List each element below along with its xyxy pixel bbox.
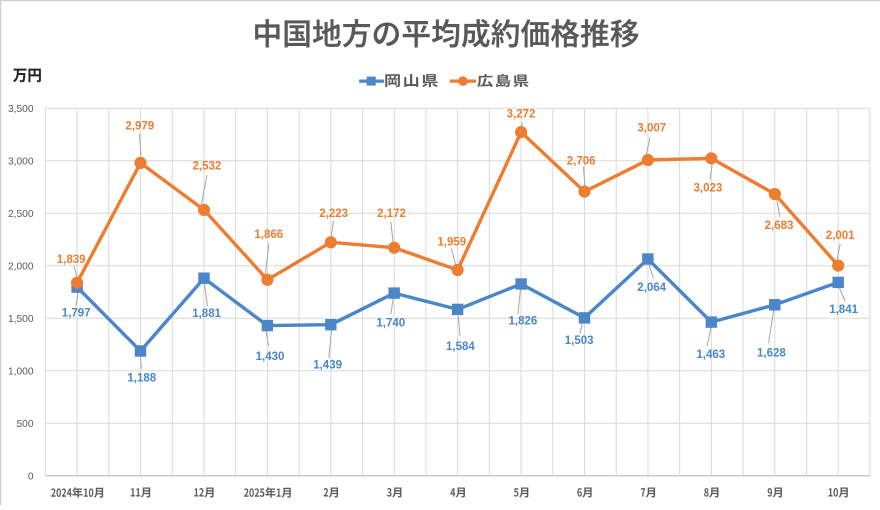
svg-text:1,628: 1,628 — [757, 348, 786, 360]
svg-text:1,797: 1,797 — [62, 307, 91, 319]
svg-text:1,430: 1,430 — [256, 351, 285, 363]
svg-text:0: 0 — [28, 471, 34, 482]
svg-text:2,000: 2,000 — [8, 261, 34, 272]
svg-text:2,172: 2,172 — [377, 208, 406, 220]
svg-text:1,866: 1,866 — [254, 229, 283, 241]
svg-text:3,000: 3,000 — [8, 156, 34, 167]
svg-text:1,188: 1,188 — [127, 373, 156, 385]
svg-text:2,706: 2,706 — [567, 155, 596, 167]
svg-text:1,500: 1,500 — [8, 314, 34, 325]
svg-text:1,463: 1,463 — [696, 349, 725, 361]
svg-text:2,001: 2,001 — [826, 230, 855, 242]
svg-text:3,023: 3,023 — [694, 183, 723, 195]
svg-text:1,959: 1,959 — [437, 237, 466, 249]
svg-text:3,500: 3,500 — [8, 104, 34, 115]
svg-text:500: 500 — [17, 419, 34, 430]
svg-text:1,503: 1,503 — [565, 335, 594, 347]
svg-text:2,683: 2,683 — [765, 220, 794, 232]
svg-text:1,740: 1,740 — [376, 318, 405, 330]
svg-text:1,839: 1,839 — [57, 254, 86, 266]
svg-text:2,979: 2,979 — [125, 121, 154, 133]
svg-text:1,881: 1,881 — [192, 308, 221, 320]
svg-text:2,064: 2,064 — [637, 282, 666, 294]
svg-text:1,584: 1,584 — [446, 341, 475, 353]
svg-text:2,500: 2,500 — [8, 209, 34, 220]
svg-text:3,007: 3,007 — [637, 123, 666, 135]
svg-text:3,272: 3,272 — [507, 109, 536, 121]
svg-text:1,000: 1,000 — [8, 366, 34, 377]
svg-text:1,439: 1,439 — [313, 360, 342, 372]
svg-text:2,532: 2,532 — [193, 161, 222, 173]
svg-text:2,223: 2,223 — [319, 208, 348, 220]
svg-text:1,826: 1,826 — [509, 316, 538, 328]
svg-text:1,841: 1,841 — [829, 304, 858, 316]
